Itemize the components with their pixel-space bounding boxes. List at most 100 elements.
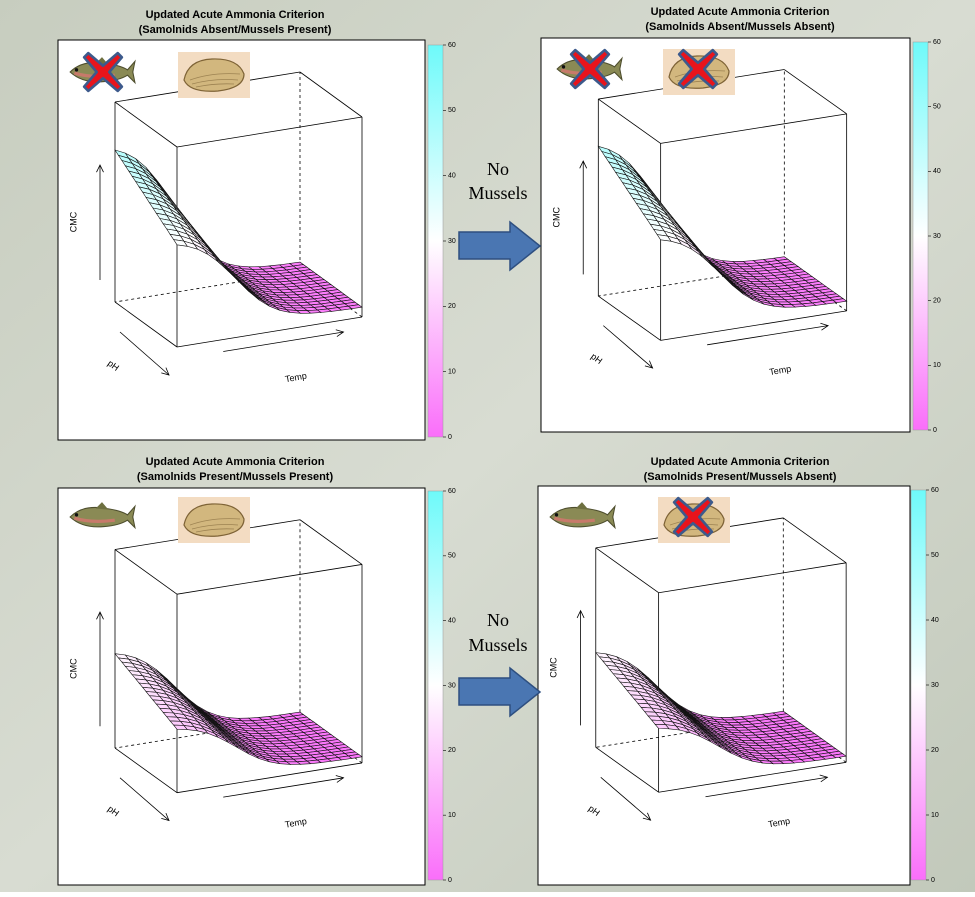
arrow [458, 220, 542, 272]
chart-title: Updated Acute Ammonia Criterion [651, 456, 830, 468]
box-edge [595, 547, 659, 594]
z-axis-label: CMC [68, 658, 78, 679]
chart-title: Updated Acute Ammonia Criterion [146, 456, 325, 468]
plot-frame [537, 485, 911, 886]
colorbar-tick-label: 30 [931, 682, 939, 689]
clam-icon [178, 52, 250, 98]
chart-title: Updated Acute Ammonia Criterion [651, 6, 830, 18]
axis-arrow [119, 777, 170, 821]
colorbar [912, 41, 929, 431]
box-edge [176, 316, 363, 348]
colorbar-tick-label: 30 [933, 233, 941, 240]
axis-arrowhead [644, 360, 654, 369]
box-edge [176, 762, 363, 794]
axis-arrowhead [819, 774, 829, 783]
axis-arrow [603, 325, 653, 369]
colorbar-tick-label: 0 [448, 877, 452, 884]
colorbar-tick-label: 50 [933, 104, 941, 111]
y-axis-label: Temp [284, 371, 307, 385]
box-edge [598, 295, 661, 341]
axis-arrowhead [820, 322, 830, 331]
transition-2: No Mussels [458, 610, 542, 718]
plot-frame [57, 39, 426, 441]
colorbar-tick-label: 40 [448, 173, 456, 180]
colorbar-tick-label: 30 [448, 238, 456, 245]
y-axis-label: Temp [767, 816, 790, 830]
box-edge [660, 113, 847, 144]
chart-subtitle: (Samolnids Absent/Mussels Absent) [645, 21, 835, 33]
box-edge [176, 564, 363, 595]
annotation-line: No [487, 159, 509, 179]
surface-facet [656, 234, 672, 242]
axis-arrowhead [161, 812, 170, 822]
colorbar-tick-label: 20 [931, 747, 939, 754]
box-edge [784, 69, 847, 115]
colorbar-tick-label: 60 [448, 488, 456, 495]
chart-panel: Updated Acute Ammonia Criterion (Samolnid… [57, 456, 456, 886]
chart-panel: Updated Acute Ammonia Criterion (Samolnid… [57, 9, 456, 441]
axis-arrow [223, 777, 344, 798]
y-axis-label: Temp [768, 363, 791, 377]
colorbar-tick-label: 0 [931, 877, 935, 884]
colorbar-tick-label: 60 [931, 487, 939, 494]
colorbar-tick-label: 40 [448, 618, 456, 625]
box-edge [114, 747, 178, 794]
colorbar-tick-label: 10 [448, 369, 456, 376]
box-edge [595, 747, 659, 793]
axis-arrow [223, 331, 344, 352]
surface-facet [172, 724, 188, 730]
annotation-line: Mussels [468, 183, 527, 203]
colorbar-tick-label: 20 [448, 747, 456, 754]
colorbar-tick-label: 50 [448, 107, 456, 114]
axis-arrow [600, 776, 651, 821]
axis-arrow [119, 331, 170, 376]
colorbar-tick-label: 10 [933, 362, 941, 369]
z-axis-label: CMC [551, 207, 561, 228]
axis-arrowhead [579, 160, 588, 169]
chart-subtitle: (Samolnids Present/Mussels Present) [137, 471, 334, 483]
colorbar-tick-label: 50 [931, 552, 939, 559]
box-edge [299, 71, 363, 118]
transition-1: No Mussels [458, 159, 542, 272]
surface-facet [172, 239, 188, 247]
y-axis-label: Temp [284, 816, 307, 830]
plot-frame [540, 37, 911, 433]
arrow [458, 666, 542, 718]
colorbar-tick-label: 30 [448, 682, 456, 689]
box-edge [658, 562, 847, 594]
colorbar [910, 489, 927, 881]
axis-arrow [705, 776, 828, 798]
colorbar-tick-label: 0 [448, 434, 452, 441]
chart-panel: Updated Acute Ammonia Criterion (Samolnid… [537, 456, 939, 886]
annotation-line: No [487, 610, 509, 630]
axis-arrowhead [335, 775, 345, 783]
box-edge [658, 761, 847, 793]
box-edge [783, 517, 847, 564]
colorbar [427, 44, 444, 438]
colorbar-tick-label: 20 [933, 298, 941, 305]
box-edge [114, 549, 178, 595]
colorbar-tick-label: 20 [448, 303, 456, 310]
axis-arrowhead [642, 812, 652, 821]
colorbar [427, 490, 444, 881]
axis-arrow [707, 325, 829, 346]
axis-arrowhead [96, 611, 104, 620]
axis-arrowhead [161, 367, 170, 376]
box-edge [176, 116, 363, 148]
chart-panel: Updated Acute Ammonia Criterion (Samolnid… [540, 6, 941, 434]
axis-arrowhead [576, 609, 585, 619]
box-edge [114, 101, 178, 148]
colorbar-tick-label: 50 [448, 553, 456, 560]
colorbar-tick-label: 40 [931, 617, 939, 624]
annotation-line: Mussels [468, 635, 527, 655]
colorbar-tick-label: 60 [448, 42, 456, 49]
colorbar-tick-label: 60 [933, 39, 941, 46]
axis-arrowhead [335, 329, 345, 337]
clam-icon [178, 497, 250, 543]
plot-frame [57, 487, 426, 886]
z-axis-label: CMC [549, 657, 559, 678]
colorbar-tick-label: 10 [448, 812, 456, 819]
colorbar-tick-label: 40 [933, 168, 941, 175]
